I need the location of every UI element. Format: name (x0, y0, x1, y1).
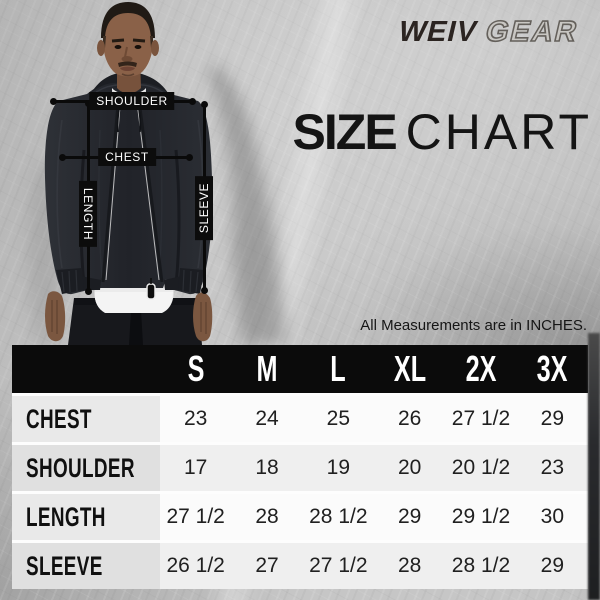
size-value-cell: 27 1/2 (445, 396, 517, 442)
size-value-cell: 20 (374, 445, 446, 491)
measure-dot (186, 154, 193, 161)
size-column-header-xl: XL (393, 348, 426, 389)
size-value-cell: 26 (374, 396, 446, 442)
size-column-header-s: S (187, 348, 205, 389)
measure-dot (201, 101, 208, 108)
size-table-body: CHEST 23 24 25 26 27 1/2 29 SHOULDER 17 … (12, 393, 588, 589)
measurement-overlay: SHOULDER CHEST LENGTH SLEEVE (0, 0, 300, 345)
size-value-cell: 23 (160, 396, 232, 442)
size-chart-table: S M L XL 2X 3X CHEST 23 24 25 26 27 1/2 … (12, 345, 588, 589)
shoulder-measure-label: SHOULDER (89, 92, 175, 110)
table-row-length: LENGTH 27 1/2 28 28 1/2 29 29 1/2 30 (12, 494, 588, 540)
row-label-shoulder: SHOULDER (12, 445, 160, 491)
size-value-cell: 23 (516, 445, 588, 491)
size-value-cell: 28 (231, 494, 303, 540)
size-value-cell: 27 (231, 543, 303, 589)
size-value-cell: 25 (302, 396, 374, 442)
size-value-cell: 27 1/2 (160, 494, 232, 540)
size-value-cell: 29 (516, 543, 588, 589)
head (97, 2, 159, 102)
size-value-cell: 27 1/2 (302, 543, 374, 589)
size-value-cell: 29 1/2 (445, 494, 517, 540)
table-row-shoulder: SHOULDER 17 18 19 20 20 1/2 23 (12, 445, 588, 491)
model-photo (28, 2, 288, 345)
length-measure-label: LENGTH (79, 180, 97, 248)
brand-weiv: WEIV (395, 16, 482, 48)
row-label-chest: CHEST (12, 396, 160, 442)
size-column-header-3x: 3X (536, 348, 568, 389)
size-value-cell: 26 1/2 (160, 543, 232, 589)
size-value-cell: 28 1/2 (302, 494, 374, 540)
measurement-unit-note: All Measurements are in INCHES. (360, 317, 587, 334)
measure-dot (85, 288, 92, 295)
table-row-sleeve: SLEEVE 26 1/2 27 27 1/2 28 28 1/2 29 (12, 543, 588, 589)
chest-measure-label: CHEST (98, 148, 156, 166)
measure-dot (59, 154, 66, 161)
page-title: SIZE CHART (293, 103, 592, 161)
measure-dot (189, 98, 196, 105)
size-table-header: S M L XL 2X 3X (12, 345, 588, 393)
backdrop-dark-edge (588, 333, 600, 600)
size-column-header-m: M (256, 348, 278, 389)
title-size: SIZE (292, 104, 398, 160)
brand-gear: GEAR (482, 15, 583, 49)
hands (45, 291, 213, 342)
size-column-header-l: L (330, 348, 347, 389)
measure-dot (85, 100, 92, 107)
measure-dot (50, 98, 57, 105)
brand-logo: WEIVGEAR (395, 15, 583, 49)
title-chart: CHART (405, 104, 592, 160)
size-value-cell: 20 1/2 (445, 445, 517, 491)
size-value-cell: 28 (374, 543, 446, 589)
size-value-cell: 28 1/2 (445, 543, 517, 589)
size-value-cell: 17 (160, 445, 232, 491)
size-value-cell: 29 (374, 494, 446, 540)
size-column-header-2x: 2X (465, 348, 497, 389)
size-value-cell: 19 (302, 445, 374, 491)
size-value-cell: 30 (516, 494, 588, 540)
zipper-pull (146, 278, 156, 300)
sleeve-measure-label: SLEEVE (195, 175, 213, 241)
size-value-cell: 24 (231, 396, 303, 442)
size-value-cell: 18 (231, 445, 303, 491)
measure-dot (201, 287, 208, 294)
row-label-length: LENGTH (12, 494, 160, 540)
size-value-cell: 29 (516, 396, 588, 442)
table-row-chest: CHEST 23 24 25 26 27 1/2 29 (12, 396, 588, 442)
row-label-sleeve: SLEEVE (12, 543, 160, 589)
